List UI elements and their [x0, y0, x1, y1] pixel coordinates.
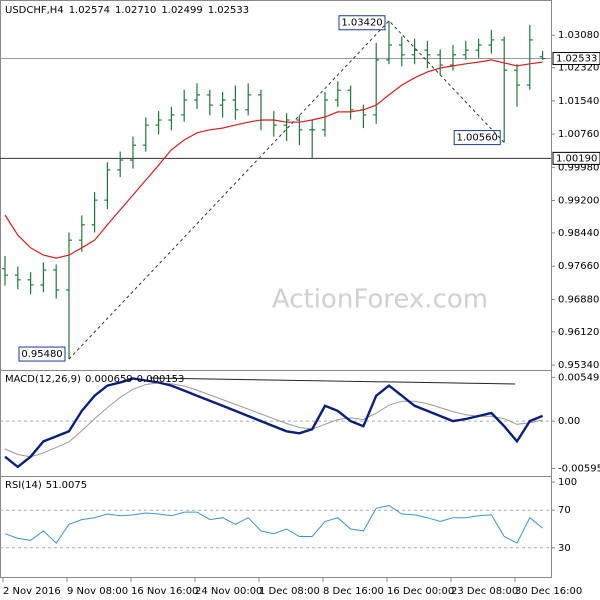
- y-tick-label: 70: [558, 505, 571, 516]
- x-tick-label: 16 Dec 00:00: [387, 586, 454, 597]
- annotation-box: [453, 130, 501, 146]
- chart-title: USDCHF,H4 1.02574 1.02710 1.02499 1.02533: [5, 5, 249, 16]
- annotation-label: 0.95480: [21, 349, 62, 360]
- signal-value: 0.000153: [137, 374, 185, 385]
- y-tick-label: 30: [558, 543, 571, 554]
- annotation-label: 1.03420: [341, 18, 382, 29]
- level-label: 1.00190: [556, 153, 597, 164]
- x-tick-label: 16 Nov 16:00: [131, 586, 198, 597]
- y-tick-label: 0.99200: [558, 196, 599, 207]
- x-tick-label: 30 Dec 16:00: [515, 586, 582, 597]
- trend-dash: [68, 20, 505, 360]
- quote: 1.02499: [161, 5, 202, 16]
- y-tick-label: 1.01540: [558, 96, 599, 107]
- macd-line: [4, 377, 544, 469]
- signal-line: [4, 382, 543, 458]
- x-tick-label: 2 Nov 2016: [3, 586, 61, 597]
- y-tick-label: 0.00: [558, 416, 580, 427]
- name: RSI(14): [5, 480, 42, 491]
- x-tick-label: 24 Nov 00:00: [195, 586, 262, 597]
- y-tick-label: 0.96880: [558, 294, 599, 305]
- y-tick-label: 0.99980: [558, 162, 599, 173]
- rsi-line: [4, 504, 543, 544]
- y-tick-label: 0.97660: [558, 261, 599, 272]
- rsi-value: 51.0075: [46, 480, 87, 491]
- name: MACD(12,26,9): [5, 374, 81, 385]
- macd-value: 0.000659: [85, 374, 133, 385]
- moving-average: [4, 59, 543, 259]
- symbol: USDCHF,H4: [5, 5, 64, 16]
- y-tick-label: 100: [558, 477, 577, 488]
- quote: 1.02533: [208, 5, 249, 16]
- y-tick-label: 1.00760: [558, 129, 599, 140]
- annotation-box: [18, 346, 66, 362]
- x-tick-label: 1 Dec 08:00: [259, 586, 320, 597]
- y-tick-label: 1.03080: [558, 30, 599, 41]
- watermark: ActionForex.com: [272, 285, 488, 315]
- panel-title: RSI(14) 51.0075: [5, 480, 87, 491]
- y-tick-label: 0.98440: [558, 228, 599, 239]
- panel-title: MACD(12,26,9) 0.000659 0.000153: [5, 374, 184, 385]
- y-tick-label: 1.02320: [558, 63, 599, 74]
- level-box: [552, 151, 600, 165]
- frame: [0, 0, 552, 578]
- annotation-box: [338, 15, 386, 31]
- x-tick-label: 9 Nov 08:00: [67, 586, 128, 597]
- price-box: [552, 52, 600, 66]
- price-label: 1.02533: [556, 54, 597, 65]
- y-tick-label: 0.96120: [558, 327, 599, 338]
- quote: 1.02710: [115, 5, 156, 16]
- quote: 1.02574: [69, 5, 110, 16]
- macd-trend: [149, 377, 516, 385]
- annotation-label: 1.00560: [457, 133, 498, 144]
- y-tick-label: -0.005952: [558, 463, 600, 474]
- x-tick-label: 8 Dec 16:00: [323, 586, 384, 597]
- x-tick-label: 23 Dec 08:00: [451, 586, 518, 597]
- y-tick-label: 0.005491: [558, 372, 600, 383]
- y-tick-label: 0.95340: [558, 360, 599, 371]
